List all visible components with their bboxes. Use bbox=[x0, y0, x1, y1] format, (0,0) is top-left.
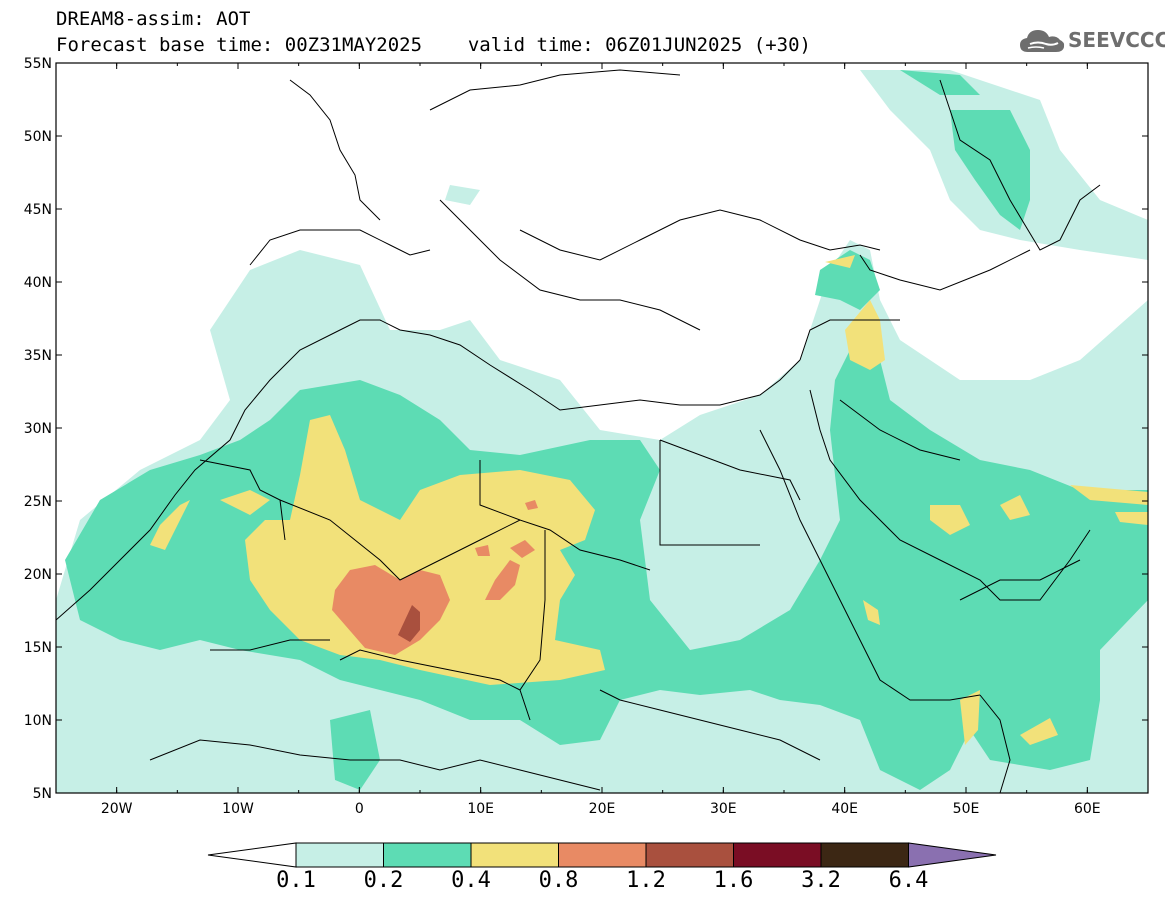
seevccc-logo: SEEVCCC bbox=[1018, 24, 1165, 58]
lat-tick-label: 5N bbox=[33, 786, 52, 802]
lon-tick-label: 20W bbox=[101, 801, 133, 817]
colorbar-label: 0.1 bbox=[276, 868, 316, 893]
lat-tick-label: 45N bbox=[24, 202, 52, 218]
map-title: DREAM8-assim: AOT bbox=[56, 8, 251, 30]
cloud-icon bbox=[1020, 30, 1065, 52]
colorbar-label: 0.2 bbox=[363, 868, 404, 893]
logo-text: SEEVCCC bbox=[1068, 28, 1165, 52]
aot-field bbox=[56, 70, 1148, 793]
lon-tick-label: 0 bbox=[355, 801, 364, 817]
lon-tick-label: 50E bbox=[953, 801, 980, 817]
colorbar-over-arrow bbox=[908, 842, 997, 868]
lon-tick-label: 60E bbox=[1074, 801, 1101, 817]
lon-tick-label: 30E bbox=[710, 801, 737, 817]
lon-tick-label: 40E bbox=[831, 801, 858, 817]
aot-level-1.2 bbox=[398, 605, 420, 642]
colorbar-segment bbox=[645, 842, 734, 868]
time-info: Forecast base time: 00Z31MAY2025 valid t… bbox=[56, 34, 811, 56]
lat-tick-label: 35N bbox=[24, 348, 52, 364]
colorbar-label: 3.2 bbox=[801, 868, 841, 893]
aot-level-0.4 bbox=[150, 255, 1148, 745]
lat-tick-label: 10N bbox=[24, 713, 52, 729]
colorbar-segment bbox=[558, 842, 647, 868]
colorbar bbox=[207, 842, 997, 868]
lat-tick-label: 40N bbox=[24, 275, 52, 291]
lat-tick-label: 15N bbox=[24, 640, 52, 656]
colorbar-label: 0.8 bbox=[538, 868, 579, 893]
lon-tick-label: 10E bbox=[467, 801, 494, 817]
colorbar-segment bbox=[820, 842, 909, 868]
aot-level-0.8 bbox=[332, 500, 538, 655]
colorbar-label: 1.6 bbox=[713, 868, 754, 893]
colorbar-segment bbox=[295, 842, 384, 868]
lat-tick-label: 50N bbox=[24, 129, 52, 145]
colorbar-segment bbox=[733, 842, 822, 868]
colorbar-label: 1.2 bbox=[626, 868, 666, 893]
colorbar-under-arrow bbox=[207, 842, 297, 868]
base-time-label: Forecast base time: 00Z31MAY2025 bbox=[56, 34, 423, 56]
colorbar-segment bbox=[470, 842, 559, 868]
lat-tick-label: 55N bbox=[24, 56, 52, 72]
colorbar-segment bbox=[383, 842, 472, 868]
lon-tick-label: 20E bbox=[589, 801, 616, 817]
lat-tick-label: 25N bbox=[24, 494, 52, 510]
colorbar-label: 6.4 bbox=[888, 868, 929, 893]
colorbar-label: 0.4 bbox=[451, 868, 491, 893]
lon-tick-label: 10W bbox=[222, 801, 254, 817]
valid-time-label: valid time: 06Z01JUN2025 (+30) bbox=[467, 34, 811, 56]
lat-tick-label: 20N bbox=[24, 567, 52, 583]
axis-ticks bbox=[55, 62, 1149, 794]
axis-tick-labels: 20W 10W 0 10E 20E 30E 40E 50E 60E 55N 50N 45N 40N 35N… bbox=[24, 56, 1101, 817]
lat-tick-label: 30N bbox=[24, 421, 52, 437]
coastlines bbox=[56, 69, 1101, 793]
